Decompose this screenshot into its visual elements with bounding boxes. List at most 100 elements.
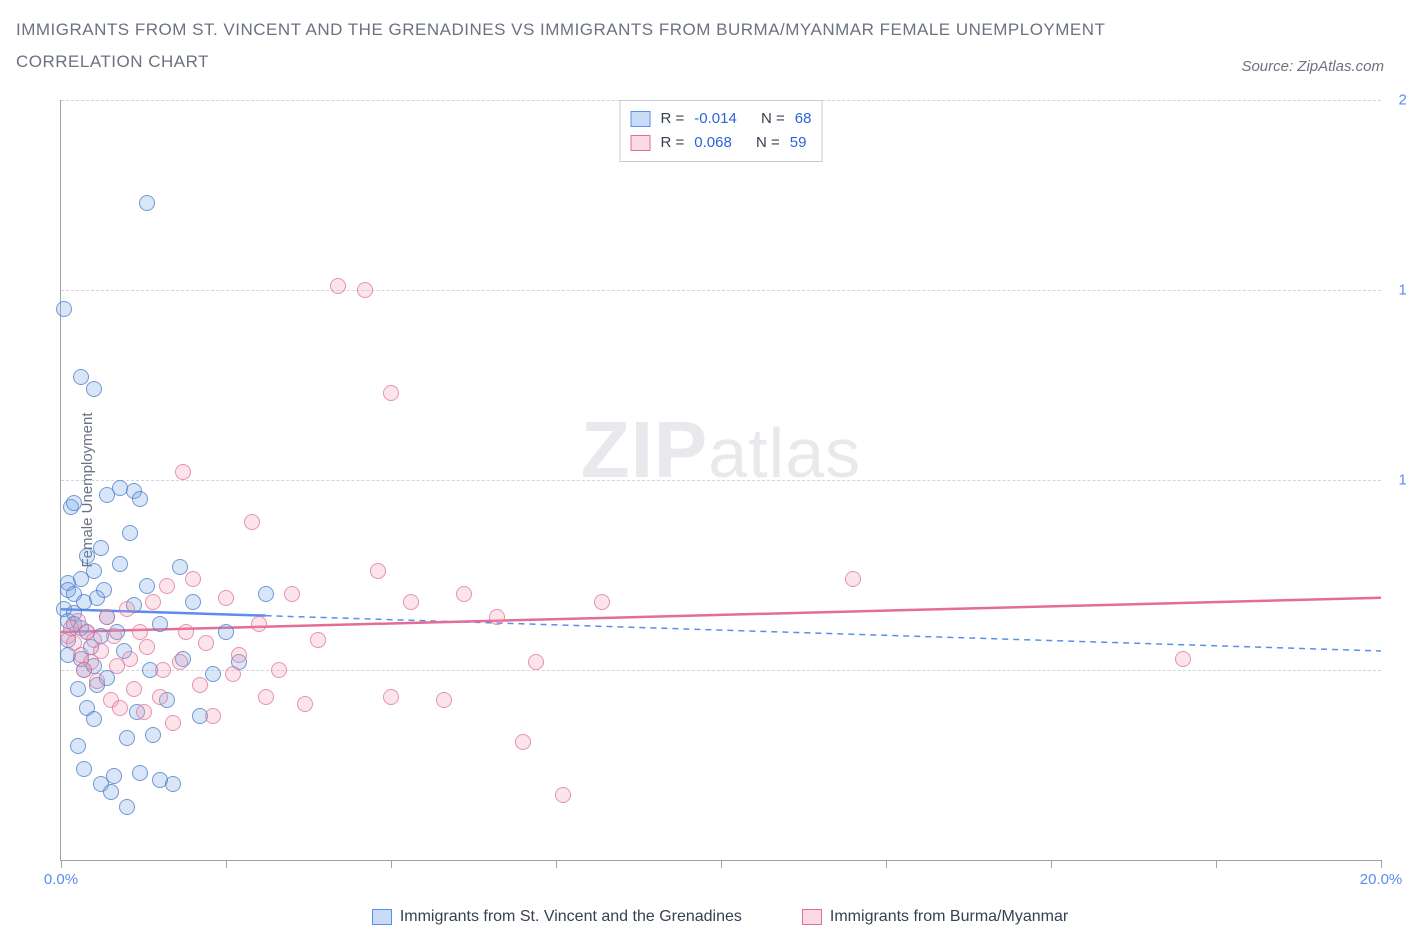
xtick <box>721 860 722 868</box>
data-point <box>89 673 105 689</box>
chart-area: Female Unemployment ZIPatlas R = -0.014 … <box>16 100 1390 880</box>
xtick <box>886 860 887 868</box>
data-point <box>139 195 155 211</box>
data-point <box>845 571 861 587</box>
data-point <box>103 784 119 800</box>
data-point <box>383 385 399 401</box>
r-value-pink: 0.068 <box>694 131 732 155</box>
data-point <box>86 711 102 727</box>
legend-row-pink: R = 0.068 N = 59 <box>631 131 812 155</box>
title-line-2: CORRELATION CHART <box>16 46 1406 78</box>
data-point <box>555 787 571 803</box>
data-point <box>284 586 300 602</box>
ytick-label: 15.0% <box>1387 282 1406 299</box>
data-point <box>122 651 138 667</box>
data-point <box>132 765 148 781</box>
chart-title-block: IMMIGRANTS FROM ST. VINCENT AND THE GREN… <box>0 0 1406 79</box>
data-point <box>145 727 161 743</box>
xtick <box>226 860 227 868</box>
title-line-1: IMMIGRANTS FROM ST. VINCENT AND THE GREN… <box>16 14 1406 46</box>
data-point <box>1175 651 1191 667</box>
data-point <box>436 692 452 708</box>
data-point <box>205 666 221 682</box>
data-point <box>165 715 181 731</box>
data-point <box>159 578 175 594</box>
data-point <box>70 738 86 754</box>
data-point <box>185 571 201 587</box>
data-point <box>456 586 472 602</box>
data-point <box>225 666 241 682</box>
data-point <box>198 635 214 651</box>
data-point <box>175 464 191 480</box>
n-value-pink: 59 <box>790 131 807 155</box>
data-point <box>594 594 610 610</box>
data-point <box>122 525 138 541</box>
data-point <box>99 609 115 625</box>
data-point <box>86 381 102 397</box>
data-point <box>139 578 155 594</box>
data-point <box>112 556 128 572</box>
data-point <box>93 540 109 556</box>
swatch-blue-icon <box>631 111 651 127</box>
grid-line <box>61 290 1381 291</box>
source-label: Source: ZipAtlas.com <box>1241 58 1384 75</box>
data-point <box>489 609 505 625</box>
legend-label-blue: Immigrants from St. Vincent and the Gren… <box>400 908 742 926</box>
data-point <box>258 586 274 602</box>
legend-item-blue: Immigrants from St. Vincent and the Gren… <box>372 908 742 926</box>
data-point <box>139 639 155 655</box>
legend-label-pink: Immigrants from Burma/Myanmar <box>830 908 1068 926</box>
data-point <box>56 301 72 317</box>
swatch-pink-icon <box>631 135 651 151</box>
data-point <box>297 696 313 712</box>
n-label: N = <box>756 131 780 155</box>
r-value-blue: -0.014 <box>694 107 737 131</box>
data-point <box>96 582 112 598</box>
data-point <box>76 761 92 777</box>
swatch-pink-icon <box>802 909 822 925</box>
data-point <box>66 495 82 511</box>
data-point <box>178 624 194 640</box>
data-point <box>231 647 247 663</box>
data-point <box>218 590 234 606</box>
data-point <box>165 776 181 792</box>
legend-item-pink: Immigrants from Burma/Myanmar <box>802 908 1068 926</box>
data-point <box>145 594 161 610</box>
n-value-blue: 68 <box>795 107 812 131</box>
r-label: R = <box>661 131 685 155</box>
n-label: N = <box>761 107 785 131</box>
data-point <box>106 628 122 644</box>
data-point <box>310 632 326 648</box>
grid-line <box>61 480 1381 481</box>
ytick-label: 20.0% <box>1387 92 1406 109</box>
grid-line <box>61 670 1381 671</box>
data-point <box>528 654 544 670</box>
r-label: R = <box>661 107 685 131</box>
data-point <box>106 768 122 784</box>
correlation-legend: R = -0.014 N = 68 R = 0.068 N = 59 <box>620 100 823 162</box>
data-point <box>86 563 102 579</box>
data-point <box>93 643 109 659</box>
data-point <box>112 700 128 716</box>
plot-area: ZIPatlas R = -0.014 N = 68 R = 0.068 N =… <box>60 100 1381 861</box>
data-point <box>403 594 419 610</box>
data-point <box>119 601 135 617</box>
data-point <box>126 681 142 697</box>
swatch-blue-icon <box>372 909 392 925</box>
xtick-label: 20.0% <box>1360 871 1403 888</box>
xtick <box>556 860 557 868</box>
data-point <box>152 616 168 632</box>
data-point <box>251 616 267 632</box>
xtick <box>1216 860 1217 868</box>
data-point <box>73 369 89 385</box>
data-point <box>172 559 188 575</box>
data-point <box>172 654 188 670</box>
data-point <box>155 662 171 678</box>
data-point <box>192 677 208 693</box>
data-point <box>132 491 148 507</box>
data-point <box>330 278 346 294</box>
data-point <box>370 563 386 579</box>
ytick-label: 5.0% <box>1387 662 1406 679</box>
data-point <box>205 708 221 724</box>
data-point <box>119 799 135 815</box>
